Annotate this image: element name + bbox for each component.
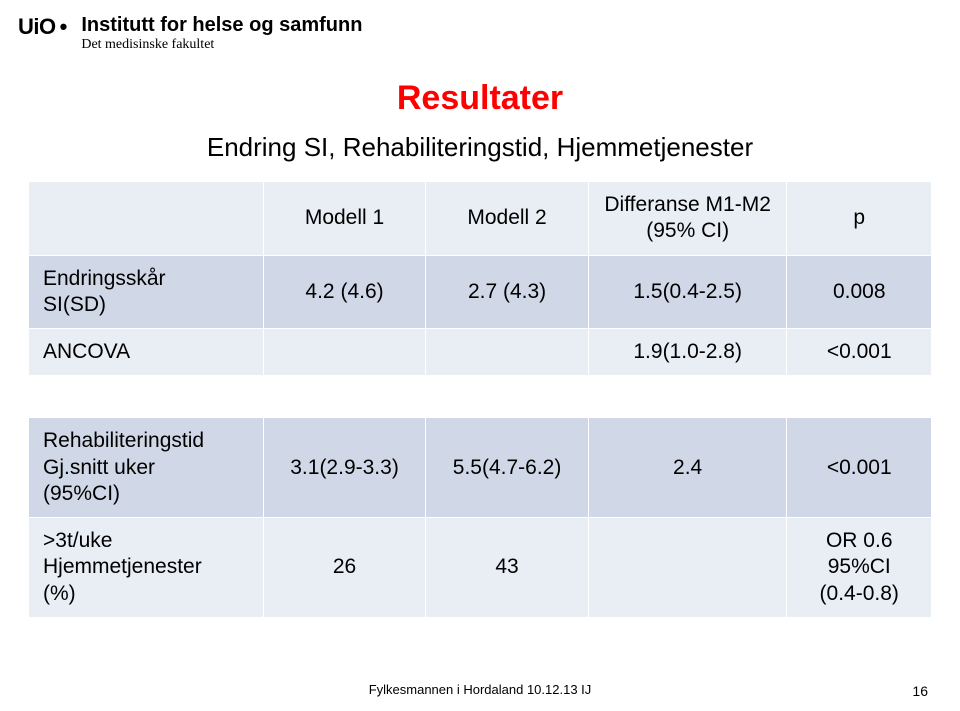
table-cell [426,329,589,376]
table-cell: 1.5(0.4-2.5) [588,255,787,329]
slide-header: UiO • Institutt for helse og samfunn Det… [0,0,960,57]
table-row: ANCOVA 1.9(1.0-2.8)<0.001 [29,329,932,376]
table-cell [263,329,426,376]
uio-logo: UiO • [18,14,71,40]
table-cell: 43 [426,518,589,618]
table-cell [588,518,787,618]
table-cell: 4.2 (4.6) [263,255,426,329]
table-cell: <0.001 [787,418,932,518]
institute-name: Institutt for helse og samfunn [81,14,362,37]
table-header-cell: Modell 1 [263,182,426,256]
table-row: EndringsskårSI(SD)4.2 (4.6)2.7 (4.3)1.5(… [29,255,932,329]
slide-subtitle: Endring SI, Rehabiliteringstid, Hjemmetj… [0,132,960,163]
uio-logo-text: UiO [18,14,56,40]
table-cell: 2.4 [588,418,787,518]
table-cell: 5.5(4.7-6.2) [426,418,589,518]
table-cell: 2.7 (4.3) [426,255,589,329]
institute-block: Institutt for helse og samfunn Det medis… [81,14,362,53]
table-cell: 3.1(2.9-3.3) [263,418,426,518]
spacer-cell [263,376,426,418]
row-label: EndringsskårSI(SD) [29,255,264,329]
spacer-cell [588,376,787,418]
faculty-name: Det medisinske fakultet [81,37,362,53]
table-header-cell: Differanse M1-M2(95% CI) [588,182,787,256]
results-table: Modell 1Modell 2Differanse M1-M2(95% CI)… [28,181,932,618]
slide-footer: Fylkesmannen i Hordaland 10.12.13 IJ [0,682,960,697]
table-cell: 0.008 [787,255,932,329]
table-header-cell: Modell 2 [426,182,589,256]
row-label: ANCOVA [29,329,264,376]
row-label: >3t/ukeHjemmetjenester(%) [29,518,264,618]
table-cell: <0.001 [787,329,932,376]
table-header-cell: p [787,182,932,256]
table-header-row: Modell 1Modell 2Differanse M1-M2(95% CI)… [29,182,932,256]
spacer-row [29,376,932,418]
results-table-wrap: Modell 1Modell 2Differanse M1-M2(95% CI)… [28,181,932,618]
table-row: >3t/ukeHjemmetjenester(%)2643 OR 0.695%CI… [29,518,932,618]
slide-title: Resultater [0,79,960,118]
page-number: 16 [912,683,928,699]
table-row: RehabiliteringstidGj.snitt uker(95%CI)3.… [29,418,932,518]
spacer-cell [29,376,264,418]
table-header-cell [29,182,264,256]
logo-separator: • [60,14,68,40]
table-cell: 1.9(1.0-2.8) [588,329,787,376]
table-cell: OR 0.695%CI(0.4-0.8) [787,518,932,618]
table-cell: 26 [263,518,426,618]
spacer-cell [426,376,589,418]
row-label: RehabiliteringstidGj.snitt uker(95%CI) [29,418,264,518]
spacer-cell [787,376,932,418]
